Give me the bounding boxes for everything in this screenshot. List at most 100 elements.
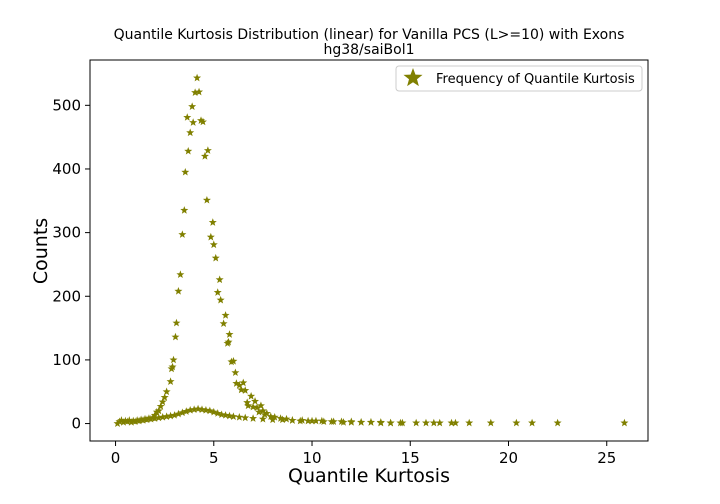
data-point: [182, 407, 191, 415]
y-tick-label: 500: [52, 96, 81, 114]
data-point: [181, 167, 190, 176]
data-point: [117, 416, 126, 424]
data-point: [168, 362, 177, 371]
data-point: [304, 416, 313, 425]
data-point: [288, 416, 297, 424]
data-point: [178, 230, 187, 238]
data-point: [435, 418, 444, 427]
data-point: [232, 379, 241, 387]
data-point: [216, 295, 225, 304]
x-axis: 0 5 10 15 20 25: [111, 441, 616, 467]
data-point: [166, 377, 175, 385]
y-tick-label: 100: [52, 351, 81, 369]
data-point: [376, 418, 385, 427]
data-point: [251, 397, 260, 405]
data-point: [213, 288, 222, 296]
data-point: [237, 385, 246, 394]
data-point: [162, 387, 171, 396]
data-point: [198, 117, 207, 126]
data-point: [169, 355, 178, 364]
data-point: [266, 412, 275, 420]
data-point: [528, 418, 537, 427]
data-point: [211, 253, 220, 262]
data-point: [512, 418, 521, 427]
data-point: [258, 406, 267, 415]
data-point: [162, 412, 171, 420]
data-point: [209, 240, 218, 249]
data-point: [135, 416, 144, 425]
data-point: [260, 410, 269, 419]
data-point: [184, 146, 193, 155]
data-point: [224, 337, 233, 346]
data-point: [229, 412, 238, 420]
data-point: [253, 403, 261, 412]
data-point: [244, 401, 253, 410]
y-axis: 0 100 200 300 400 500: [52, 96, 90, 433]
y-tick-label: 200: [52, 287, 81, 305]
y-tick-label: 0: [71, 415, 81, 433]
data-point: [208, 218, 217, 226]
data-point: [186, 128, 195, 137]
data-point: [171, 332, 180, 341]
legend-box: [395, 65, 643, 92]
data-point: [447, 418, 456, 427]
data-point: [386, 418, 395, 427]
data-point: [166, 411, 175, 420]
data-point: [205, 406, 214, 415]
data-point: [191, 88, 200, 96]
x-tick-label: 0: [111, 449, 121, 467]
data-point: [217, 410, 226, 419]
data-point: [231, 368, 240, 377]
data-point: [190, 405, 199, 413]
data-point: [188, 102, 197, 110]
x-tick-label: 15: [401, 449, 420, 467]
data-point: [201, 405, 210, 414]
data-point: [119, 418, 128, 426]
legend-star-marker: [403, 68, 423, 87]
data-point: [258, 414, 267, 423]
data-point: [113, 419, 122, 427]
data-point: [429, 418, 438, 427]
data-point: [235, 413, 244, 421]
data-point: [142, 415, 151, 424]
data-point: [123, 417, 132, 426]
data-point: [178, 408, 187, 417]
data-point: [206, 232, 215, 241]
legend-star: [403, 68, 423, 87]
data-point: [256, 401, 265, 410]
legend-label: Frequency of Quantile Kurtosis: [436, 72, 635, 87]
data-point: [198, 405, 206, 413]
data-point: [398, 418, 407, 427]
data-point: [186, 405, 195, 414]
data-point: [421, 418, 430, 427]
data-point: [150, 414, 159, 422]
data-point: [156, 402, 165, 410]
data-point: [160, 393, 169, 401]
plot-area: [113, 73, 629, 427]
data-point: [183, 113, 192, 121]
data-point: [127, 418, 136, 426]
data-point: [620, 418, 629, 427]
data-point: [197, 116, 206, 124]
x-tick-label: 25: [597, 449, 616, 467]
data-point: [176, 270, 185, 279]
data-point: [329, 417, 338, 426]
data-point: [193, 73, 202, 82]
data-point: [319, 417, 328, 426]
data-point: [154, 406, 163, 415]
data-point: [154, 413, 163, 422]
data-point: [125, 416, 134, 424]
y-tick-label: 400: [52, 160, 81, 178]
data-point: [221, 411, 230, 419]
data-point: [158, 397, 167, 406]
data-point: [247, 391, 256, 400]
data-point: [225, 411, 234, 420]
chart-title: Quantile Kurtosis Distribution (linear) …: [114, 27, 625, 43]
data-point: [189, 118, 198, 126]
data-point: [241, 386, 250, 394]
data-point: [451, 418, 460, 427]
data-point: [366, 418, 375, 426]
data-point: [170, 411, 179, 419]
data-point: [235, 381, 244, 389]
data-point: [308, 416, 317, 425]
